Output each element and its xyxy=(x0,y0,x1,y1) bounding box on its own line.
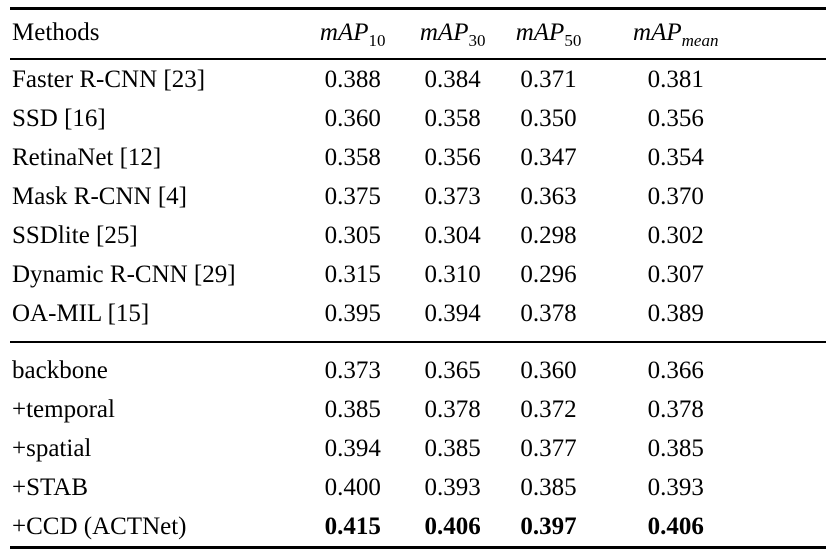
column-header-map-50: mAP50 xyxy=(500,9,598,60)
map-value-cell: 0.315 xyxy=(324,261,381,288)
map-value-cell: 0.310 xyxy=(424,261,481,288)
table-row: SSD [16] 0.360 0.358 0.350 0.356 xyxy=(10,99,826,138)
table-row: OA-MIL [15] 0.395 0.394 0.378 0.389 xyxy=(10,294,826,342)
map-value-cell: 0.304 xyxy=(424,222,481,249)
map-value-cell: 0.389 xyxy=(647,300,704,327)
table-row: backbone 0.373 0.365 0.360 0.366 xyxy=(10,342,826,390)
map-value-cell: 0.307 xyxy=(647,261,704,288)
map-value-cell: 0.393 xyxy=(647,474,704,501)
methods-column-header: Methods xyxy=(12,19,100,46)
map-value-cell: 0.378 xyxy=(520,300,577,327)
map-value-cell: 0.365 xyxy=(424,357,481,384)
map-value-cell: 0.400 xyxy=(324,474,381,501)
map-value-cell: 0.388 xyxy=(324,66,381,93)
map-subscript-label: 30 xyxy=(468,31,486,50)
map-value-cell: 0.377 xyxy=(520,435,577,462)
method-cell: +CCD (ACTNet) xyxy=(12,513,187,540)
map-value-cell: 0.370 xyxy=(647,183,704,210)
map-value-cell: 0.372 xyxy=(520,396,577,423)
table-row: RetinaNet [12] 0.358 0.356 0.347 0.354 xyxy=(10,138,826,177)
method-cell: +STAB xyxy=(12,474,89,501)
map-base-label: mAP xyxy=(633,19,682,46)
map-value-cell: 0.363 xyxy=(520,183,577,210)
map-value-cell: 0.373 xyxy=(324,357,381,384)
method-cell: Dynamic R-CNN [29] xyxy=(12,261,236,288)
map-value-cell: 0.373 xyxy=(424,183,481,210)
table-row: SSDlite [25] 0.305 0.304 0.298 0.302 xyxy=(10,216,826,255)
map-value-cell: 0.385 xyxy=(324,396,381,423)
map-value-cell: 0.381 xyxy=(647,66,704,93)
header-row: Methods mAP10 mAP30 mAP50 mAPmean xyxy=(10,9,827,60)
method-cell: backbone xyxy=(12,357,108,384)
map-value-cell: 0.385 xyxy=(647,435,704,462)
method-cell: SSD [16] xyxy=(12,105,106,132)
map-value-cell: 0.378 xyxy=(424,396,481,423)
map-value-cell: 0.360 xyxy=(324,105,381,132)
map-value-cell: 0.394 xyxy=(324,435,381,462)
table-section-0: Faster R-CNN [23] 0.388 0.384 0.371 0.381 SSD… xyxy=(10,59,826,342)
map-subscript-label: 50 xyxy=(564,31,582,50)
map-value-cell: 0.393 xyxy=(424,474,481,501)
method-cell: +temporal xyxy=(12,396,115,423)
map-value-cell: 0.298 xyxy=(520,222,577,249)
map-value-cell: 0.406 xyxy=(647,513,704,540)
column-header-map-30: mAP30 xyxy=(406,9,500,60)
table-row: +spatial 0.394 0.385 0.377 0.385 xyxy=(10,429,826,468)
map-value-cell: 0.397 xyxy=(520,513,577,540)
map-value-cell: 0.395 xyxy=(324,300,381,327)
table-row: Mask R-CNN [4] 0.375 0.373 0.363 0.370 xyxy=(10,177,826,216)
map-value-cell: 0.347 xyxy=(520,144,577,171)
map-value-cell: 0.366 xyxy=(647,357,704,384)
map-base-label: mAP xyxy=(419,19,469,46)
column-header-map-mean: mAPmean xyxy=(598,9,827,60)
table-row: +CCD (ACTNet) 0.415 0.406 0.397 0.406 xyxy=(10,507,826,548)
method-cell: Mask R-CNN [4] xyxy=(12,183,187,210)
method-cell: Faster R-CNN [23] xyxy=(12,66,206,93)
table-section-1: backbone 0.373 0.365 0.360 0.366 +temporal 0.3… xyxy=(10,342,826,548)
map-value-cell: 0.354 xyxy=(647,144,704,171)
table-row: Dynamic R-CNN [29] 0.315 0.310 0.296 0.307 xyxy=(10,255,826,294)
map-base-label: mAP xyxy=(515,19,565,46)
map-value-cell: 0.378 xyxy=(647,396,704,423)
map-value-cell: 0.296 xyxy=(520,261,577,288)
map-value-cell: 0.385 xyxy=(520,474,577,501)
map-value-cell: 0.356 xyxy=(424,144,481,171)
map-value-cell: 0.356 xyxy=(647,105,704,132)
map-value-cell: 0.375 xyxy=(324,183,381,210)
map-subscript-label: 10 xyxy=(368,31,386,50)
column-header-map-10: mAP10 xyxy=(300,9,406,60)
map-value-cell: 0.406 xyxy=(424,513,481,540)
map-value-cell: 0.305 xyxy=(324,222,381,249)
table-row: +temporal 0.385 0.378 0.372 0.378 xyxy=(10,390,826,429)
map-value-cell: 0.358 xyxy=(324,144,381,171)
table-header: Methods mAP10 mAP30 mAP50 mAPmean xyxy=(10,9,827,60)
map-value-cell: 0.358 xyxy=(424,105,481,132)
method-cell: OA-MIL [15] xyxy=(12,300,150,327)
map-value-cell: 0.371 xyxy=(520,66,577,93)
map-value-cell: 0.415 xyxy=(324,513,381,540)
map-value-cell: 0.302 xyxy=(647,222,704,249)
map-base-label: mAP xyxy=(319,19,369,46)
method-cell: +spatial xyxy=(12,435,92,462)
map-value-cell: 0.360 xyxy=(520,357,577,384)
results-table: Methods mAP10 mAP30 mAP50 mAPmean Faster R-… xyxy=(10,7,826,549)
table-row: Faster R-CNN [23] 0.388 0.384 0.371 0.381 xyxy=(10,59,826,99)
map-subscript-label: mean xyxy=(681,31,719,50)
map-value-cell: 0.350 xyxy=(520,105,577,132)
map-value-cell: 0.385 xyxy=(424,435,481,462)
method-cell: SSDlite [25] xyxy=(12,222,138,249)
map-value-cell: 0.384 xyxy=(424,66,481,93)
table-row: +STAB 0.400 0.393 0.385 0.393 xyxy=(10,468,826,507)
map-value-cell: 0.394 xyxy=(424,300,481,327)
method-cell: RetinaNet [12] xyxy=(12,144,162,171)
